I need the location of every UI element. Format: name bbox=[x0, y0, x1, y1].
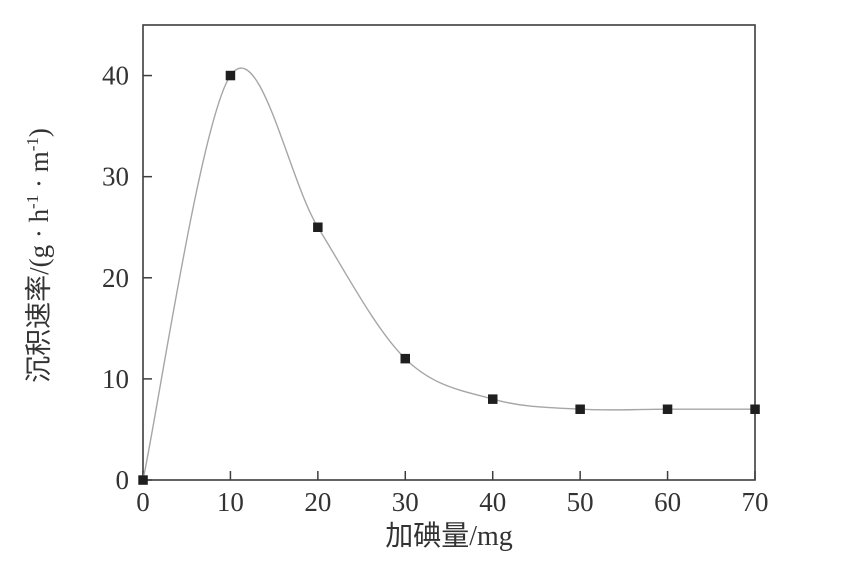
x-axis-tick-label: 0 bbox=[136, 487, 150, 517]
x-axis-tick-label: 60 bbox=[654, 487, 681, 517]
y-axis-tick-label: 10 bbox=[102, 364, 129, 394]
data-point-marker bbox=[400, 353, 410, 364]
x-axis-tick-label: 30 bbox=[392, 487, 419, 517]
y-axis-label: 沉积速率/(g · h-1 · m-1) bbox=[23, 128, 54, 383]
x-axis-tick-label: 20 bbox=[304, 487, 331, 517]
data-point-marker bbox=[225, 70, 236, 81]
data-point-marker bbox=[138, 475, 148, 485]
y-axis-tick-label: 40 bbox=[102, 61, 129, 91]
data-point-marker bbox=[313, 222, 323, 232]
data-point-marker bbox=[575, 404, 585, 414]
y-axis-tick-label: 20 bbox=[102, 263, 129, 293]
x-axis-tick-label: 40 bbox=[479, 487, 506, 517]
x-axis-tick-label: 50 bbox=[567, 487, 594, 517]
x-axis-tick-label: 70 bbox=[742, 487, 769, 517]
x-axis-tick-label: 10 bbox=[217, 487, 244, 517]
y-axis-tick-label: 30 bbox=[102, 162, 129, 192]
data-point-marker bbox=[662, 404, 673, 414]
x-axis-label: 加碘量/mg bbox=[385, 520, 513, 552]
data-point-marker bbox=[488, 394, 498, 404]
data-curve bbox=[142, 67, 756, 481]
plot-border bbox=[142, 24, 756, 481]
y-axis-tick-label: 0 bbox=[116, 465, 130, 495]
data-point-marker bbox=[750, 404, 760, 414]
